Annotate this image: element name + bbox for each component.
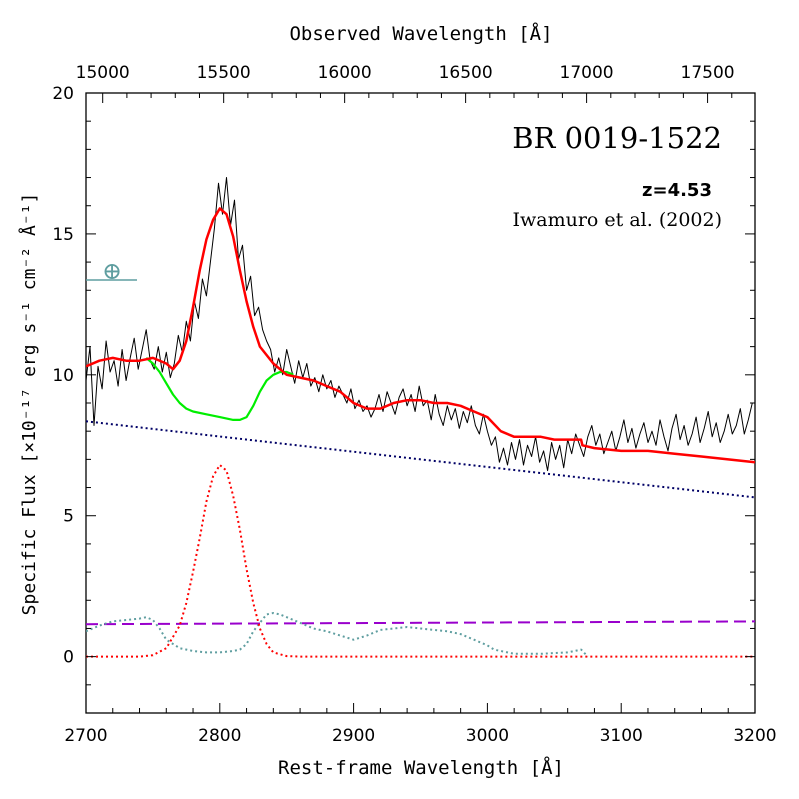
y-tick-label: 15: [52, 225, 74, 245]
x-tick-label: 3100: [600, 726, 643, 746]
series-fe-ii-template: [86, 612, 589, 658]
y-tick-label: 5: [63, 507, 74, 527]
series-observed-spectrum: [86, 177, 753, 472]
x2-tick-label: 17000: [560, 63, 614, 83]
series-mg-ii-emission: [86, 464, 755, 658]
y-tick-label: 10: [52, 366, 74, 386]
reference-label: Iwamuro et al. (2002): [513, 209, 723, 231]
bottom-axis-label: Rest-frame Wavelength [Å]: [278, 756, 564, 779]
y-tick-label: 20: [52, 84, 74, 104]
top-axis-label: Observed Wavelength [Å]: [289, 22, 552, 45]
x-tick-label: 3200: [733, 726, 776, 746]
labels-layer: Observed Wavelength [Å] Rest-frame Wavel…: [18, 22, 722, 779]
x2-tick-label: 15500: [197, 63, 251, 83]
y-tick-label: 0: [63, 648, 74, 668]
x2-tick-label: 17500: [681, 63, 735, 83]
ticks-layer: 2700 2800 2900 3000 3100 3200 15000 15500 16000 1…: [52, 63, 776, 746]
earth-symbol-icon: ⊕: [102, 257, 122, 285]
x-tick-label: 3000: [466, 726, 509, 746]
x-tick-label: 2900: [332, 726, 375, 746]
chart-title: BR 0019-1522: [512, 121, 722, 155]
redshift-label: z=4.53: [642, 180, 712, 201]
series-total-fit: [86, 207, 755, 464]
y-axis-label: Specific Flux [×10⁻¹⁷ erg s⁻¹ cm⁻² Å⁻¹]: [18, 193, 40, 616]
series-fe-ii-continuum: [145, 357, 294, 421]
series-balmer-continuum: [86, 620, 755, 626]
series-layer: [86, 177, 755, 658]
x2-tick-label: 16500: [439, 63, 493, 83]
x2-tick-label: 15000: [76, 63, 130, 83]
x2-tick-label: 16000: [318, 63, 372, 83]
x-tick-label: 2800: [198, 726, 241, 746]
series-power-law-continuum: [86, 420, 755, 499]
x-tick-label: 2700: [64, 726, 107, 746]
